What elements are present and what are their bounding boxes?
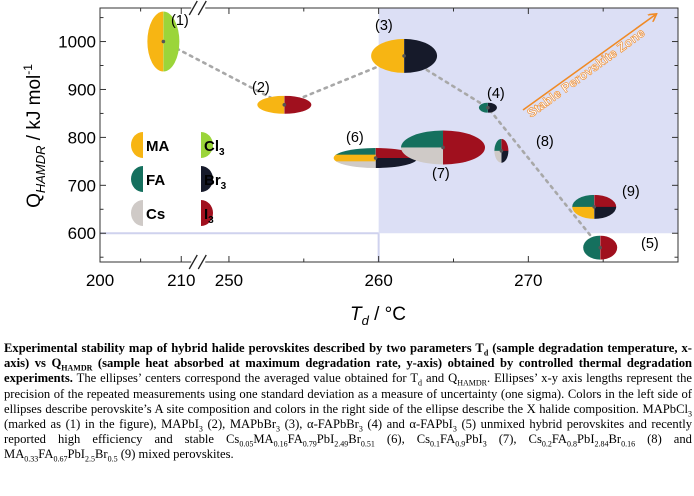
plot-frame: [99, 7, 679, 263]
legend-swatch: [201, 132, 213, 158]
left-composition-segment: [583, 235, 601, 260]
y-axis-title: QHAMDR / kJ mol-1: [21, 64, 48, 208]
point-label: (4): [487, 86, 505, 102]
y-tick-label: 900: [68, 80, 96, 99]
point-center: [592, 205, 597, 209]
data-point: (9): [572, 184, 640, 219]
legend-swatch: [131, 166, 143, 192]
x-tick-label: 200: [86, 271, 114, 290]
legend-item: MA: [131, 132, 169, 158]
legend-label: I3: [204, 206, 214, 226]
y-tick-label: 600: [68, 224, 96, 243]
point-label: (9): [622, 184, 640, 200]
point-label: (2): [252, 80, 270, 96]
left-composition-segment: [257, 95, 285, 114]
axis-break-slash: [188, 254, 198, 270]
left-composition-segment: [333, 154, 376, 162]
data-point: (4): [478, 86, 505, 113]
point-center: [441, 145, 445, 150]
axis-ticks: [99, 8, 678, 262]
figure-caption: Experimental stability map of hybrid hal…: [4, 341, 692, 463]
legend-label: MA: [146, 138, 169, 155]
point-center: [499, 149, 504, 153]
legend-item: Cl3: [201, 132, 225, 158]
y-tick-label: 800: [68, 128, 96, 147]
legend-label: Cs: [146, 206, 165, 223]
stable-zone-arrow: [522, 15, 655, 111]
data-point: (5): [583, 235, 659, 260]
legend-swatch: [201, 200, 213, 226]
y-tick-labels: 1000 900 800 700 600: [58, 33, 96, 244]
x-tick-labels: 200 210 250 260 270: [86, 271, 543, 290]
data-point: (8): [494, 134, 554, 163]
legend-label: Cl3: [204, 138, 225, 158]
legend-swatch: [201, 166, 213, 192]
y-tick-label: 1000: [58, 33, 96, 52]
left-composition-segment: [147, 11, 164, 72]
legend-label: FA: [146, 172, 165, 189]
right-composition-segment: [501, 138, 509, 152]
legend-item: Br3: [201, 166, 227, 192]
right-composition-segment: [375, 148, 418, 159]
right-composition-segment: [163, 11, 180, 72]
stability-map-figure: Stable Perovskite Zone (1)(2)(3)(4)(5)(6…: [21, 0, 679, 328]
point-label: (7): [432, 166, 450, 182]
caption-lead: Experimental stability map of hybrid hal…: [4, 341, 692, 386]
point-center: [402, 54, 406, 58]
legend-item: I3: [201, 200, 214, 226]
x-tick-label: 260: [364, 271, 392, 290]
data-points: (1) (2) (3) (4) (5) (6) (7) (8) (9): [147, 11, 659, 260]
left-composition-segment: [494, 138, 502, 152]
point-center: [486, 105, 490, 110]
left-composition-segment: [333, 161, 376, 169]
point-label: (5): [641, 236, 659, 252]
data-point: (6): [333, 130, 418, 169]
point-center: [161, 39, 166, 44]
left-composition-segment: [333, 148, 376, 156]
left-composition-segment: [478, 102, 488, 113]
data-point: (2): [252, 80, 312, 114]
data-point: (1): [147, 11, 189, 72]
right-composition-segment: [600, 235, 618, 260]
right-composition-segment: [375, 158, 418, 169]
point-label: (1): [171, 13, 189, 29]
legend-item: FA: [131, 166, 165, 192]
x-axis-break: [188, 0, 207, 270]
point-label: (6): [346, 130, 364, 146]
x-axis-title: Td / °C: [350, 304, 406, 328]
axis-break-slash-top: [197, 0, 207, 16]
right-composition-segment: [284, 95, 312, 114]
point-center: [598, 245, 602, 250]
legend-item: Cs: [131, 200, 165, 226]
x-tick-label: 270: [514, 271, 542, 290]
right-composition-segment: [501, 150, 509, 163]
data-point: (3): [371, 18, 438, 73]
legend-swatch: [131, 132, 143, 158]
right-composition-segment: [487, 102, 497, 113]
x-tick-label: 250: [215, 271, 243, 290]
axis-break-slash-top: [188, 0, 198, 16]
caption-body: The ellipses’ centers correspond the ave…: [4, 371, 692, 464]
y-tick-label: 700: [68, 176, 96, 195]
composition-legend: MA Cl3 FA Br3 Cs I3: [131, 132, 227, 226]
legend-swatch: [131, 200, 143, 226]
point-center: [282, 103, 287, 107]
axis-break-slash: [197, 254, 207, 270]
left-composition-segment: [494, 150, 502, 163]
point-label: (3): [375, 18, 393, 34]
point-label: (8): [536, 134, 554, 150]
x-tick-label: 210: [167, 271, 195, 290]
legend-label: Br3: [204, 172, 227, 192]
point-center: [373, 156, 378, 160]
